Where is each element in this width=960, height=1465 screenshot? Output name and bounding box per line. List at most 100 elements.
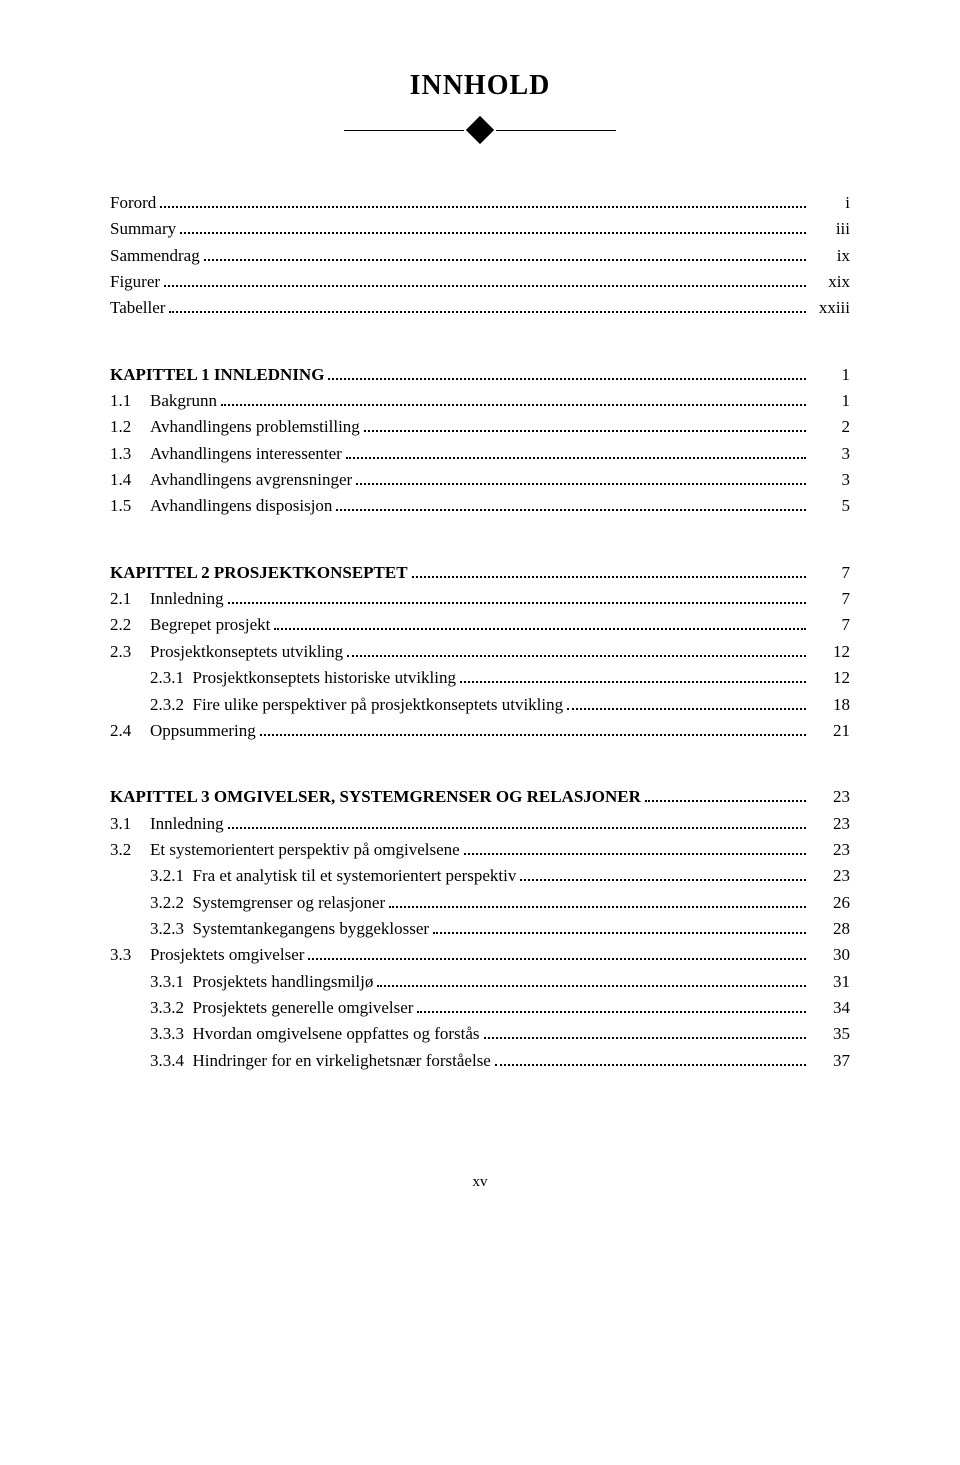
toc-leader [567,694,806,709]
toc-entry-label: Systemtankegangens byggeklosser [193,916,430,942]
toc-row: Forord i [110,190,850,216]
toc-entry-page: 30 [810,942,850,968]
toc-entry-label: Avhandlingens avgrensninger [150,467,352,493]
toc-leader [308,945,806,960]
toc-entry-label: Sammendrag [110,243,200,269]
toc-row: 2.3.2 Fire ulike perspektiver på prosjek… [110,692,850,718]
toc-entry-number: 3.3.4 [150,1048,193,1074]
toc-row: 3.3.1 Prosjektets handlingsmiljø31 [110,969,850,995]
toc-entry-number: 2.4 [110,718,150,744]
toc-entry-page: 23 [810,837,850,863]
toc-leader [346,443,806,458]
toc-entry-label: Hvordan omgivelsene oppfattes og forstås [193,1021,480,1047]
toc-entry-page: 3 [810,441,850,467]
toc-row: 2.3.1 Prosjektkonseptets historiske utvi… [110,665,850,691]
toc-entry-label: KAPITTEL 2 PROSJEKTKONSEPTET [110,560,408,586]
toc-entry-label: Begrepet prosjekt [150,612,270,638]
toc-leader [484,1024,806,1039]
toc-entry-page: 12 [810,639,850,665]
page-title: INNHOLD [110,70,850,102]
toc-leader [417,998,806,1013]
toc-row: 3.3 Prosjektets omgivelser30 [110,942,850,968]
toc-row: Sammendrag ix [110,243,850,269]
toc-row: KAPITTEL 2 PROSJEKTKONSEPTET 7 [110,560,850,586]
toc-leader [412,562,806,577]
toc-entry-label: Prosjektets handlingsmiljø [193,969,374,995]
toc-row: 3.2.2 Systemgrenser og relasjoner26 [110,890,850,916]
toc-entry-page: 1 [810,388,850,414]
toc-entry-number: 2.1 [110,586,150,612]
toc-entry-number: 2.3.2 [150,692,193,718]
toc-leader [164,272,806,287]
toc-entry-label: Hindringer for en virkelighetsnær forstå… [193,1048,491,1074]
toc-leader [228,589,806,604]
toc-leader [328,364,806,379]
toc-leader [377,971,806,986]
toc-leader [347,642,806,657]
toc-row: 2.1 Innledning7 [110,586,850,612]
toc-entry-label: Prosjektkonseptets historiske utvikling [193,665,457,691]
toc-leader [464,840,806,855]
toc-row: 2.3 Prosjektkonseptets utvikling12 [110,639,850,665]
toc-entry-page: i [810,190,850,216]
toc-row: 3.2.3 Systemtankegangens byggeklosser28 [110,916,850,942]
toc-entry-label: Forord [110,190,156,216]
toc-row: KAPITTEL 3 OMGIVELSER, SYSTEMGRENSER OG … [110,784,850,810]
toc-entry-number: 3.2.2 [150,890,193,916]
toc-leader [460,668,806,683]
page-number: xv [110,1174,850,1191]
toc-entry-page: ix [810,243,850,269]
toc-entry-number: 2.2 [110,612,150,638]
toc-row: 3.2 Et systemorientert perspektiv på omg… [110,837,850,863]
toc-entry-label: Et systemorientert perspektiv på omgivel… [150,837,460,863]
toc-entry-label: Innledning [150,811,224,837]
toc-entry-label: Summary [110,216,176,242]
toc-entry-number: 1.5 [110,493,150,519]
toc-entry-label: KAPITTEL 3 OMGIVELSER, SYSTEMGRENSER OG … [110,784,641,810]
toc-entry-label: Prosjektkonseptets utvikling [150,639,343,665]
toc-entry-label: Prosjektets omgivelser [150,942,304,968]
toc-entry-page: 28 [810,916,850,942]
toc-entry-page: 5 [810,493,850,519]
toc-block: ForordiSummaryiiiSammendragixFigurerxixT… [110,190,850,322]
toc-row: 3.3.4 Hindringer for en virkelighetsnær … [110,1048,850,1074]
toc-entry-page: 2 [810,414,850,440]
toc-entry-label: Fire ulike perspektiver på prosjektkonse… [193,692,564,718]
toc-entry-number: 3.3.3 [150,1021,193,1047]
toc-row: 1.3 Avhandlingens interessenter 3 [110,441,850,467]
toc-leader [260,721,806,736]
toc-entry-label: Figurer [110,269,160,295]
toc-entry-page: 18 [810,692,850,718]
toc-entry-page: 34 [810,995,850,1021]
toc-entry-page: 26 [810,890,850,916]
toc-entry-label: Fra et analytisk til et systemorientert … [193,863,517,889]
toc-block: KAPITTEL 3 OMGIVELSER, SYSTEMGRENSER OG … [110,784,850,1074]
toc-entry-label: Avhandlingens interessenter [150,441,342,467]
toc-entry-label: Prosjektets generelle omgivelser [193,995,414,1021]
toc-leader [645,787,806,802]
toc-row: Figurer xix [110,269,850,295]
toc-entry-page: 23 [810,784,850,810]
rule-left [344,130,464,131]
toc-block: KAPITTEL 2 PROSJEKTKONSEPTET 72.1 Innledn… [110,560,850,744]
toc-row: 1.1 Bakgrunn1 [110,388,850,414]
toc-entry-page: xix [810,269,850,295]
toc-leader [520,866,806,881]
toc-leader [228,813,806,828]
toc-entry-page: 7 [810,612,850,638]
toc-entry-page: 3 [810,467,850,493]
toc-leader [221,391,806,406]
toc-leader [204,245,806,260]
toc-row: 3.1 Innledning23 [110,811,850,837]
toc-entry-number: 3.1 [110,811,150,837]
toc-entry-number: 1.3 [110,441,150,467]
toc-row: 1.2 Avhandlingens problemstilling2 [110,414,850,440]
toc-entry-number: 1.4 [110,467,150,493]
toc-leader [364,417,806,432]
toc-entry-label: Avhandlingens problemstilling [150,414,360,440]
toc-entry-label: Oppsummering [150,718,256,744]
toc-entry-page: 7 [810,560,850,586]
toc-entry-page: 21 [810,718,850,744]
toc-block: KAPITTEL 1 INNLEDNING11.1 Bakgrunn11.2 A… [110,362,850,520]
toc-entry-page: 7 [810,586,850,612]
